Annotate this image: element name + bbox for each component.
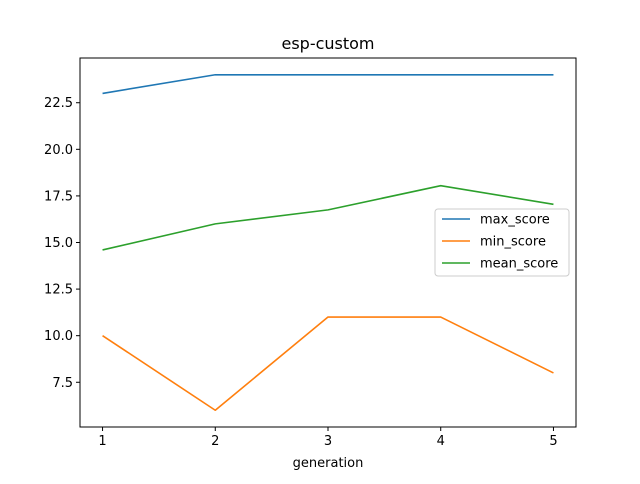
y-tick-label: 17.5 [44, 189, 73, 204]
series-line-mean-score [102, 184, 554, 251]
y-tick-label: 22.5 [44, 96, 73, 111]
x-tick-label: 2 [211, 434, 219, 449]
series-line-max-score [102, 73, 554, 95]
series-line-min-score [102, 316, 554, 412]
legend: max_score min_score mean_score [434, 208, 570, 277]
x-tick-label: 3 [324, 434, 332, 449]
y-tick-label: 15.0 [44, 236, 73, 251]
y-tick-label: 7.5 [52, 376, 73, 391]
y-tick-label: 20.0 [44, 143, 73, 158]
x-axis: 1 2 3 4 5 [98, 427, 558, 449]
series-layer [102, 73, 554, 412]
y-axis: 7.5 10.0 12.5 15.0 17.5 20.0 22.5 [44, 96, 80, 391]
legend-box [434, 208, 570, 277]
y-tick-label: 12.5 [44, 283, 73, 298]
legend-label: max_score [480, 213, 550, 228]
chart-title: esp-custom [281, 34, 374, 53]
x-tick-label: 1 [98, 434, 106, 449]
legend-label: mean_score [480, 257, 558, 272]
x-tick-label: 5 [549, 434, 557, 449]
x-tick-label: 4 [437, 434, 445, 449]
legend-label: min_score [480, 235, 546, 250]
x-axis-label: generation [293, 456, 364, 471]
y-tick-label: 10.0 [44, 329, 73, 344]
